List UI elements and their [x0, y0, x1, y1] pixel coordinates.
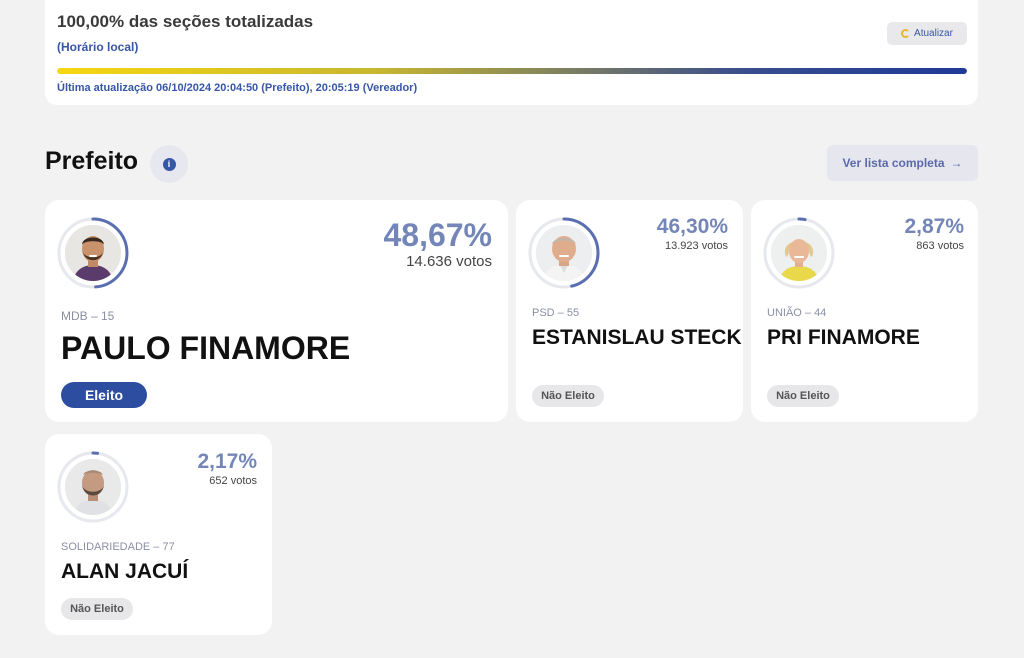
last-update-text: Última atualização 06/10/2024 20:04:50 (… [57, 82, 418, 94]
candidate-card[interactable]: 48,67% 14.636 votos MDB – 15 PAULO FINAM… [45, 200, 508, 422]
candidate-card[interactable]: 2,17% 652 votos SOLIDARIEDADE – 77 ALAN … [45, 434, 272, 635]
avatar [65, 459, 121, 515]
candidate-name: ESTANISLAU STECK [532, 326, 742, 349]
candidate-percent: 46,30% [656, 215, 728, 238]
info-button[interactable]: i [150, 145, 188, 183]
candidate-avatar-ring [528, 217, 600, 289]
candidate-party: UNIÃO – 44 [767, 307, 827, 319]
candidate-votes: 863 votos [916, 240, 964, 252]
view-full-list-label: Ver lista completa [842, 156, 945, 170]
candidate-party: SOLIDARIEDADE – 77 [61, 541, 175, 553]
avatar [536, 225, 592, 281]
candidate-percent: 2,87% [904, 215, 964, 238]
refresh-icon [901, 29, 911, 38]
candidate-percent: 2,17% [197, 450, 257, 473]
candidate-party: MDB – 15 [61, 309, 115, 323]
avatar [771, 225, 827, 281]
candidate-votes: 652 votos [209, 475, 257, 487]
candidate-name: ALAN JACUÍ [61, 560, 189, 583]
candidate-avatar-ring [57, 451, 129, 523]
local-time-note: (Horário local) [57, 40, 139, 54]
refresh-label: Atualizar [914, 28, 953, 39]
not-elected-badge: Não Eleito [61, 598, 133, 620]
totalization-progress-bar [57, 68, 967, 74]
section-title: Prefeito [45, 147, 139, 175]
totalization-title: 100,00% das seções totalizadas [57, 12, 314, 31]
info-icon: i [162, 157, 176, 171]
totalization-status-card: 100,00% das seções totalizadas (Horário … [45, 0, 978, 105]
candidate-percent: 48,67% [383, 217, 492, 253]
elected-badge: Eleito [61, 382, 147, 408]
candidate-card[interactable]: 46,30% 13.923 votos PSD – 55 ESTANISLAU … [516, 200, 743, 422]
arrow-right-icon: → [950, 156, 963, 170]
candidate-avatar-ring [57, 217, 129, 289]
not-elected-badge: Não Eleito [767, 385, 839, 407]
refresh-button[interactable]: Atualizar [887, 22, 967, 45]
candidate-votes: 14.636 votos [406, 253, 492, 270]
candidate-votes: 13.923 votos [665, 240, 728, 252]
candidate-party: PSD – 55 [532, 307, 580, 319]
candidate-name: PRI FINAMORE [767, 326, 920, 349]
candidate-name: PAULO FINAMORE [61, 330, 351, 366]
avatar [65, 225, 121, 281]
totalization-progress-fill [57, 68, 967, 74]
candidate-avatar-ring [763, 217, 835, 289]
candidate-card[interactable]: 2,87% 863 votos UNIÃO – 44 PRI FINAMORE … [751, 200, 978, 422]
not-elected-badge: Não Eleito [532, 385, 604, 407]
view-full-list-button[interactable]: Ver lista completa → [827, 145, 978, 181]
